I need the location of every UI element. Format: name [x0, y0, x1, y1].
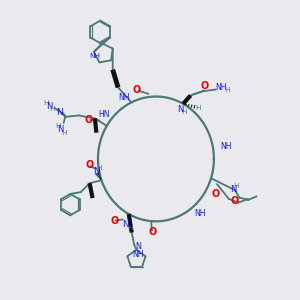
Text: H: H	[44, 100, 49, 106]
Text: NH: NH	[89, 53, 100, 59]
Text: H: H	[195, 105, 201, 111]
Text: O: O	[110, 216, 118, 226]
Text: O: O	[211, 189, 219, 199]
Text: N: N	[46, 102, 52, 111]
Text: O: O	[133, 85, 141, 95]
Text: N: N	[178, 105, 184, 114]
Text: N: N	[122, 220, 129, 229]
Text: H: H	[96, 165, 101, 171]
Text: O: O	[85, 115, 93, 125]
Text: NH: NH	[118, 93, 130, 102]
Text: N: N	[230, 185, 236, 194]
Text: H: H	[50, 106, 55, 112]
Text: NH: NH	[132, 250, 144, 259]
Text: N: N	[56, 108, 63, 117]
Text: O: O	[85, 160, 94, 170]
Text: O: O	[231, 196, 239, 206]
Text: O: O	[148, 227, 157, 237]
Text: H: H	[128, 225, 133, 231]
Text: H: H	[181, 109, 187, 115]
Text: H: H	[55, 123, 61, 129]
Text: H: H	[224, 87, 230, 93]
Text: N: N	[93, 167, 100, 176]
Text: NH: NH	[220, 142, 231, 151]
Text: N: N	[57, 125, 63, 134]
Text: H: H	[234, 183, 239, 189]
Text: O: O	[200, 81, 209, 91]
Text: HN: HN	[98, 110, 110, 119]
Text: NH: NH	[195, 208, 206, 217]
Text: H: H	[61, 130, 67, 136]
Text: NH: NH	[215, 83, 227, 92]
Text: N: N	[135, 242, 141, 250]
